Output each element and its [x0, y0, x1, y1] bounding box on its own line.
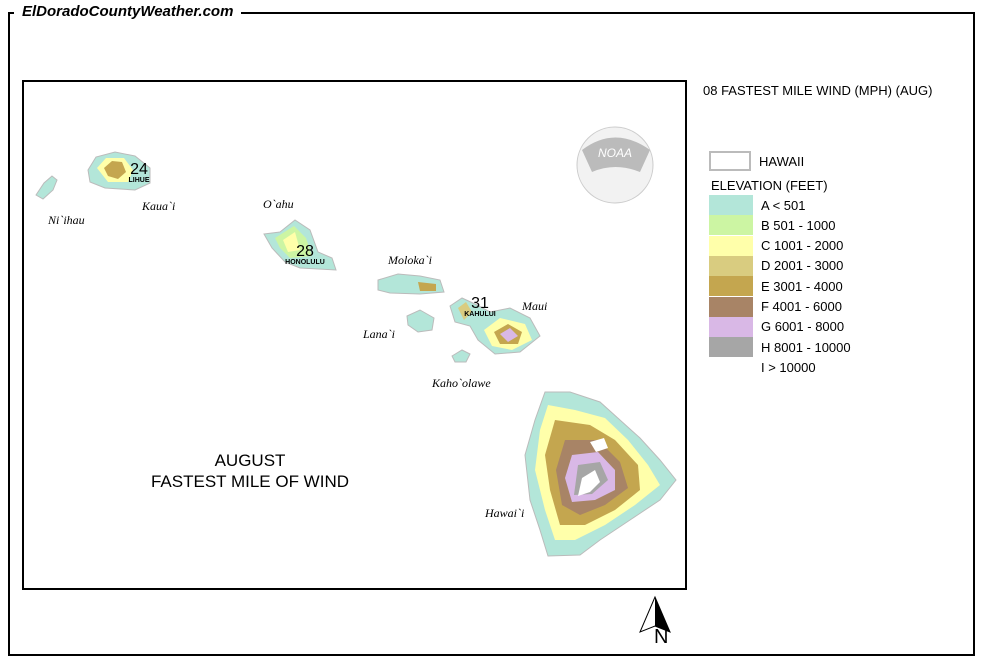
legend-swatch [709, 235, 753, 256]
legend-swatch [709, 255, 753, 276]
svg-text:NOAA: NOAA [598, 146, 632, 160]
legend-item: I > 10000 [709, 357, 816, 378]
legend-label: G 6001 - 8000 [761, 319, 845, 335]
island-hawaii [524, 391, 677, 557]
legend-label: B 501 - 1000 [761, 217, 836, 233]
station-kahului: 31 KAHULUI [464, 295, 496, 319]
island-molokai [377, 273, 445, 295]
island-niihau [35, 175, 58, 200]
legend-label: F 4001 - 6000 [761, 299, 842, 314]
legend-item: F 4001 - 6000 [709, 296, 842, 317]
legend-label: H 8001 - 10000 [761, 339, 851, 355]
legend-label: C 1001 - 2000 [761, 238, 844, 254]
legend-item: C 1001 - 2000 [709, 235, 844, 256]
legend-label: D 2001 - 3000 [761, 258, 844, 274]
station-lihue: 24 LIHUE [128, 161, 150, 185]
outer-frame [8, 12, 975, 656]
island-kahoolawe [451, 349, 471, 363]
north-label: N [654, 626, 669, 648]
legend-item: H 8001 - 10000 [709, 337, 851, 358]
label-molokai: Moloka`i [388, 253, 432, 267]
legend-swatch [709, 296, 753, 317]
label-hawaii: Hawai`i [485, 506, 525, 520]
map-frame [22, 80, 687, 590]
legend-item: A < 501 [709, 195, 805, 215]
legend-item: D 2001 - 3000 [709, 255, 844, 276]
legend-title: 08 FASTEST MILE WIND (MPH) (AUG) [703, 83, 933, 98]
island-kauai [87, 151, 151, 191]
north-arrow-icon [639, 595, 671, 633]
legend-swatch [709, 316, 753, 337]
legend-swatch [709, 337, 753, 358]
legend-swatch [709, 195, 753, 215]
label-lanai: Lana`i [363, 327, 396, 341]
legend-label: E 3001 - 4000 [761, 278, 843, 294]
label-kahoolawe: Kaho`olawe [432, 376, 491, 390]
legend-swatch [709, 215, 753, 236]
island-lanai [406, 309, 435, 333]
island-oahu [263, 219, 337, 271]
legend-item: E 3001 - 4000 [709, 276, 843, 297]
island-maui [449, 297, 541, 355]
legend-label: I > 10000 [761, 359, 816, 375]
legend-item: G 6001 - 8000 [709, 316, 845, 337]
elevation-title: ELEVATION (FEET) [711, 178, 828, 193]
noaa-logo-icon: NOAA [576, 126, 654, 204]
legend-swatch [709, 357, 753, 378]
label-kauai: Kaua`i [142, 199, 176, 213]
legend-label: A < 501 [761, 197, 806, 213]
label-maui: Maui [522, 299, 548, 313]
map-heading: AUGUST FASTEST MILE OF WIND [150, 451, 350, 491]
legend-state: HAWAII [709, 151, 804, 171]
legend-swatch [709, 276, 753, 297]
station-honolulu: 28 HONOLULU [285, 243, 325, 267]
label-niihau: Ni`ihau [48, 213, 85, 227]
legend-item: B 501 - 1000 [709, 215, 836, 236]
state-swatch [709, 151, 751, 171]
label-oahu: O`ahu [263, 197, 294, 211]
site-title: ElDoradoCountyWeather.com [14, 3, 242, 20]
